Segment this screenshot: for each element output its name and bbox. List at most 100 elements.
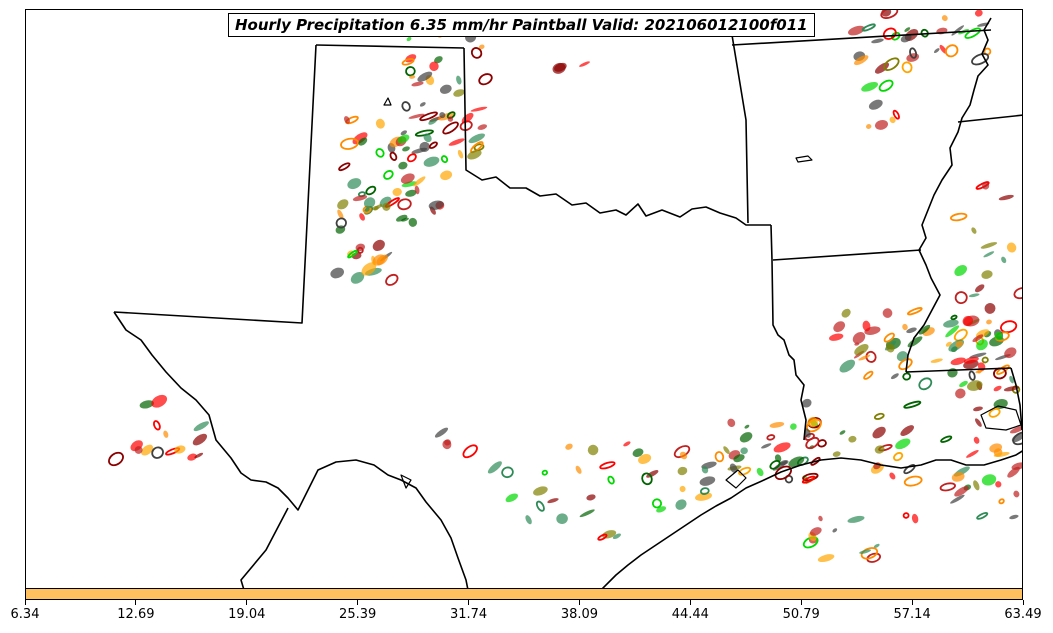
colorbar: [25, 588, 1023, 600]
ok-ar-border: [731, 34, 749, 224]
precip-blob: [865, 350, 877, 363]
precip-blob: [641, 472, 653, 486]
precip-blob: [473, 143, 485, 152]
precip-blob: [950, 212, 968, 222]
ms-la-border: [905, 367, 1012, 373]
precip-blob: [947, 368, 958, 378]
colorbar-tick: [135, 600, 137, 605]
precip-blob: [535, 500, 545, 512]
precip-blob: [428, 141, 438, 149]
precip-blob: [989, 443, 1003, 453]
precip-blob: [980, 242, 998, 249]
precip-blob: [330, 267, 345, 279]
precip-blob: [547, 498, 559, 504]
precip-blob: [1004, 347, 1017, 359]
precip-blob: [714, 451, 725, 463]
precip-blob: [401, 181, 417, 188]
state-boundaries: [113, 17, 1022, 588]
precip-blob: [903, 475, 923, 487]
precip-blob: [977, 369, 982, 374]
precip-blob: [966, 449, 979, 458]
precip-blob: [729, 463, 738, 473]
precip-blob: [920, 28, 929, 38]
precip-blob: [902, 323, 908, 331]
precip-blob: [940, 435, 953, 443]
precip-blob: [998, 194, 1014, 201]
precip-blob: [848, 25, 865, 36]
precip-blob: [981, 474, 997, 486]
precip-blob: [699, 476, 716, 486]
precip-blob: [677, 466, 688, 476]
precip-blob: [994, 331, 1003, 341]
precip-blob: [477, 124, 488, 130]
precip-blob: [874, 62, 890, 74]
precip-blob: [335, 217, 347, 229]
precip-blob: [962, 315, 974, 327]
precip-blob: [467, 149, 482, 160]
precip-blob: [337, 209, 344, 220]
precip-blob: [352, 195, 368, 202]
precip-blob: [382, 202, 391, 211]
precip-blob: [411, 147, 428, 154]
precip-blob: [866, 552, 882, 563]
precip-blob: [817, 554, 835, 563]
precip-blob: [918, 324, 931, 335]
precip-blob: [456, 75, 462, 85]
precip-blob: [918, 377, 933, 391]
precip-blob: [612, 533, 621, 540]
precip-blob: [727, 418, 736, 427]
colorbar-tick: [246, 600, 248, 605]
precip-blob: [385, 273, 399, 286]
colorbar-tick-label: 31.74: [449, 607, 488, 622]
precip-blob: [1013, 287, 1022, 300]
precip-blob: [398, 161, 408, 170]
map-panel: [25, 9, 1023, 589]
precip-blob: [397, 198, 412, 211]
precip-blob: [874, 119, 889, 130]
precip-blob: [701, 466, 709, 474]
precip-blob: [375, 118, 385, 129]
precip-blob: [1011, 432, 1022, 443]
precip-blob: [955, 388, 966, 399]
precip-blob: [993, 385, 1002, 392]
precip-blob: [900, 34, 912, 43]
precip-blob: [930, 358, 943, 363]
small-lake-b: [795, 155, 813, 163]
precip-blob: [153, 420, 161, 431]
precip-blob: [936, 27, 948, 35]
precip-blob: [954, 486, 969, 497]
gulf-coastline: [601, 450, 1022, 588]
precip-blob: [951, 25, 964, 36]
precip-blob: [953, 328, 968, 342]
precip-blob: [597, 533, 608, 541]
precip-blob: [933, 48, 940, 54]
colorbar-tick-label: 57.14: [893, 607, 931, 622]
precip-blob: [988, 408, 1001, 418]
precip-blob: [401, 101, 411, 112]
mo-ar-border: [731, 29, 992, 46]
colorbar-tick-label: 6.34: [10, 607, 40, 622]
precip-blob: [976, 339, 988, 351]
precip-blob: [470, 106, 488, 112]
precip-blob: [998, 498, 1005, 505]
precip-blob: [646, 470, 659, 478]
precip-blob: [977, 22, 990, 27]
precip-blob: [428, 118, 438, 125]
precip-blob: [408, 113, 425, 119]
precip-blob: [854, 344, 869, 356]
precip-blob: [954, 291, 968, 305]
precip-blob: [405, 66, 416, 77]
precip-blob: [889, 472, 896, 480]
precip-blob: [1012, 431, 1022, 446]
precip-blob: [983, 47, 992, 56]
precip-blob: [411, 81, 424, 87]
precip-blob: [656, 506, 667, 513]
precip-blob: [860, 547, 879, 560]
precip-blob: [853, 55, 869, 66]
precip-blob: [409, 75, 416, 79]
precip-blob: [911, 513, 919, 524]
tx-ok-north-border: [315, 44, 465, 49]
precip-blob: [505, 493, 518, 503]
precip-blob: [973, 480, 980, 491]
precip-blob: [679, 485, 686, 493]
